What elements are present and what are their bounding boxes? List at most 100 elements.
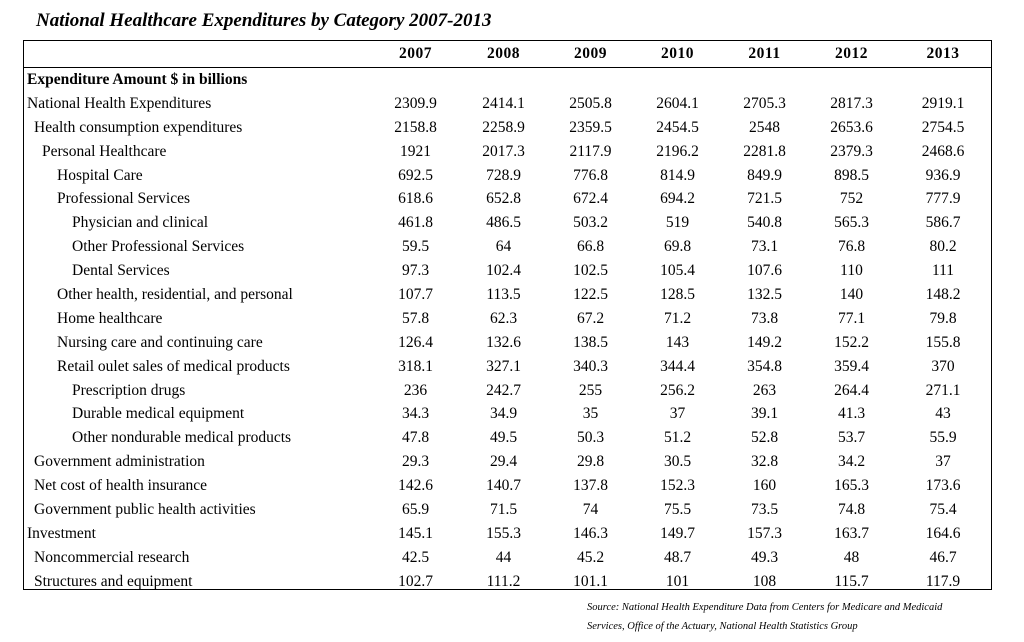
- value-cell: 132.6: [486, 333, 521, 351]
- value-cell: 37: [669, 405, 686, 423]
- value-cell: 67.2: [576, 309, 605, 327]
- value-cell: 586.7: [925, 214, 961, 232]
- value-cell: 652.8: [486, 190, 521, 208]
- section-header: Expenditure Amount $ in billions: [27, 70, 248, 88]
- value-cell: 327.1: [486, 357, 521, 375]
- expenditure-table-container: 2007 2008 2009 2010 2011 2012 2013 Expen…: [23, 40, 992, 590]
- value-cell: 140.7: [486, 477, 521, 495]
- table-row: Nursing care and continuing care 126.4 132…: [24, 331, 991, 355]
- value-cell: 2754.5: [921, 118, 965, 136]
- table-row: Noncommercial research 42.5 44 45.2 48.7 49.3…: [24, 546, 991, 570]
- value-cell: 75.4: [929, 500, 957, 518]
- value-cell: 74: [582, 500, 599, 518]
- row-label: National Health Expenditures: [27, 94, 212, 112]
- value-cell: 2919.1: [921, 94, 965, 112]
- value-cell: 73.1: [750, 238, 779, 256]
- table-row: Government administration 29.3 29.4 29.8 30.…: [24, 450, 991, 474]
- value-cell: 2604.1: [656, 94, 699, 112]
- value-cell: 43: [935, 405, 951, 423]
- value-cell: 55.9: [929, 429, 957, 447]
- value-cell: 97.3: [401, 262, 430, 280]
- value-cell: 53.7: [837, 429, 866, 447]
- value-cell: 318.1: [398, 357, 433, 375]
- value-cell: 2281.8: [743, 142, 786, 160]
- page-title: National Healthcare Expenditures by Cate…: [36, 10, 492, 31]
- value-cell: 57.8: [401, 309, 430, 327]
- value-cell: 41.3: [837, 405, 866, 423]
- value-cell: 111: [931, 262, 955, 280]
- row-label: Investment: [27, 524, 96, 542]
- value-cell: 50.3: [576, 429, 605, 447]
- value-cell: 34.9: [489, 405, 518, 423]
- value-cell: 898.5: [834, 166, 869, 184]
- value-cell: 618.6: [398, 190, 433, 208]
- value-cell: 47.8: [401, 429, 430, 447]
- value-cell: 115.7: [834, 572, 869, 590]
- value-cell: 66.8: [576, 238, 605, 256]
- value-cell: 142.6: [398, 477, 433, 495]
- row-label: Structures and equipment: [34, 572, 193, 590]
- table-row: Dental Services 97.3 102.4 102.5 105.4 107.6 1…: [24, 259, 991, 283]
- value-cell: 102.5: [573, 262, 608, 280]
- value-cell: 122.5: [573, 285, 608, 303]
- value-cell: 105.4: [660, 262, 695, 280]
- value-cell: 461.8: [398, 214, 433, 232]
- row-label: Other health, residential, and personal: [57, 285, 293, 303]
- value-cell: 2196.2: [656, 142, 699, 160]
- value-cell: 34.2: [837, 453, 866, 471]
- value-cell: 29.4: [489, 453, 518, 471]
- value-cell: 46.7: [929, 548, 957, 566]
- value-cell: 2454.5: [656, 118, 699, 136]
- value-cell: 59.5: [401, 238, 430, 256]
- value-cell: 155.3: [486, 524, 521, 542]
- source-line-1: Source: National Health Expenditure Data…: [587, 602, 943, 613]
- value-cell: 255: [578, 381, 603, 399]
- value-cell: 777.9: [925, 190, 961, 208]
- table-row: Hospital Care 692.5 728.9 776.8 814.9 849.9 89…: [24, 164, 991, 188]
- value-cell: 45.2: [576, 548, 605, 566]
- table-row: Government public health activities 65.9 7…: [24, 498, 991, 522]
- value-cell: 164.6: [925, 524, 961, 542]
- value-cell: 73.5: [750, 500, 779, 518]
- value-cell: 263: [752, 381, 777, 399]
- value-cell: 108: [752, 572, 777, 590]
- value-cell: 165.3: [834, 477, 869, 495]
- value-cell: 152.3: [660, 477, 695, 495]
- value-cell: 117.9: [925, 572, 961, 590]
- value-cell: 2017.3: [482, 142, 525, 160]
- value-cell: 2653.6: [830, 118, 873, 136]
- row-label: Durable medical equipment: [72, 405, 245, 423]
- value-cell: 728.9: [486, 166, 521, 184]
- value-cell: 29.3: [401, 453, 430, 471]
- value-cell: 69.8: [663, 238, 692, 256]
- value-cell: 132.5: [747, 285, 782, 303]
- value-cell: 155.8: [925, 333, 961, 351]
- section-header-row: Expenditure Amount $ in billions: [24, 68, 991, 92]
- value-cell: 149.2: [747, 333, 782, 351]
- table-row: Personal Healthcare 1921 2017.3 2117.9 2196.…: [24, 140, 991, 164]
- value-cell: 80.2: [929, 238, 957, 256]
- value-cell: 354.8: [747, 357, 782, 375]
- value-cell: 776.8: [573, 166, 608, 184]
- row-label: Government administration: [34, 453, 205, 471]
- value-cell: 77.1: [837, 309, 866, 327]
- source-line-2: Services, Office of the Actuary, Nationa…: [587, 621, 858, 632]
- year-header: 2011: [721, 41, 808, 68]
- value-cell: 102.4: [486, 262, 521, 280]
- value-cell: 73.8: [750, 309, 779, 327]
- value-cell: 128.5: [660, 285, 695, 303]
- year-header: 2012: [808, 41, 895, 68]
- row-label: Other Professional Services: [72, 238, 245, 256]
- year-header: 2010: [634, 41, 721, 68]
- table-row: Structures and equipment 102.7 111.2 101.1 1…: [24, 570, 991, 594]
- header-empty-cell: [24, 41, 371, 68]
- table-row: Other Professional Services 59.5 64 66.8 69.…: [24, 235, 991, 259]
- value-cell: 65.9: [401, 500, 430, 518]
- value-cell: 101.1: [573, 572, 608, 590]
- value-cell: 344.4: [660, 357, 695, 375]
- value-cell: 52.8: [750, 429, 779, 447]
- row-label: Physician and clinical: [72, 214, 209, 232]
- table-row: Durable medical equipment 34.3 34.9 35 37 39.…: [24, 402, 991, 426]
- value-cell: 2505.8: [569, 94, 612, 112]
- value-cell: 74.8: [837, 500, 866, 518]
